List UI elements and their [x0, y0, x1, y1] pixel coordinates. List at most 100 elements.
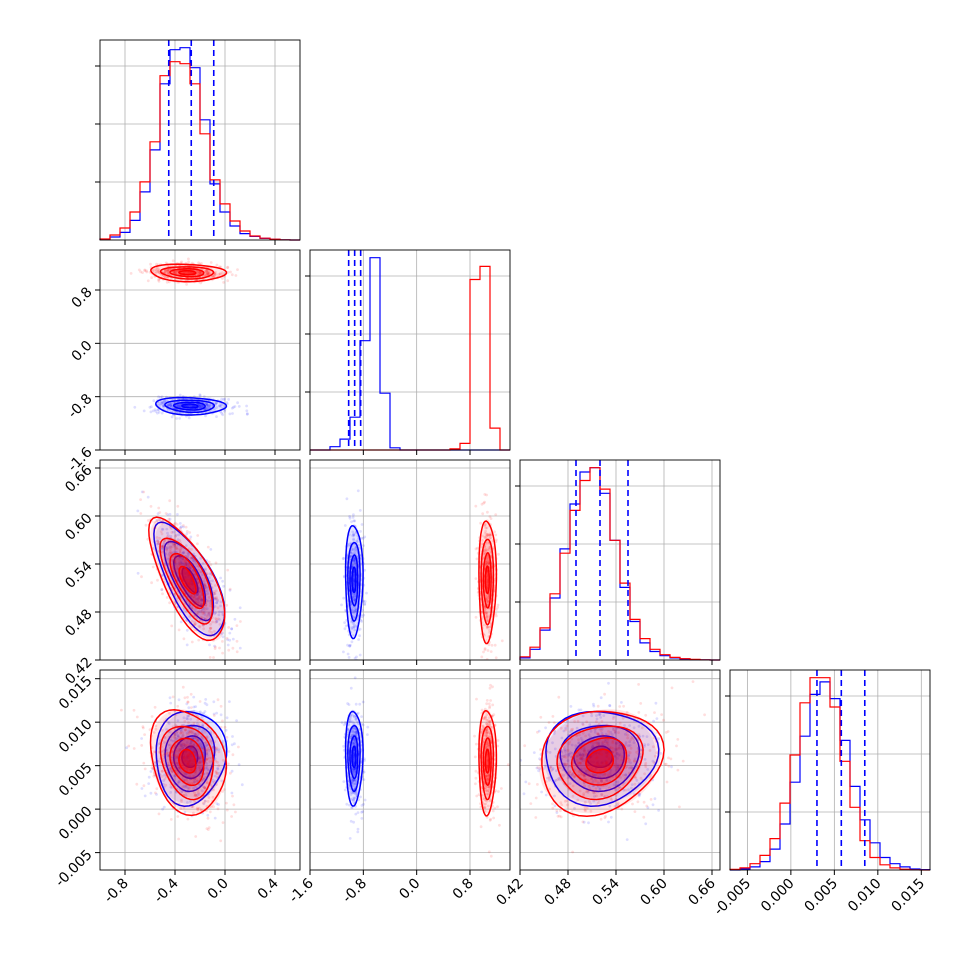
- scatter-point: [206, 272, 210, 276]
- scatter-point: [205, 403, 209, 407]
- scatter-point: [158, 511, 162, 514]
- scatter-point: [594, 741, 598, 745]
- scatter-point: [352, 559, 356, 562]
- scatter-point: [141, 725, 145, 729]
- scatter-point: [175, 769, 179, 773]
- scatter-point: [353, 796, 357, 800]
- scatter-point: [220, 610, 224, 614]
- scatter-point: [205, 735, 209, 738]
- scatter-point: [223, 725, 227, 729]
- scatter-point: [353, 559, 357, 562]
- scatter-point: [205, 404, 209, 407]
- scatter-point: [160, 411, 164, 415]
- scatter-point: [137, 268, 141, 272]
- scatter-point: [142, 409, 146, 413]
- scatter-point: [214, 561, 218, 565]
- scatter-point: [208, 404, 212, 408]
- scatter-point: [484, 529, 487, 533]
- scatter-point: [150, 766, 154, 770]
- scatter-point: [592, 799, 596, 803]
- scatter-point: [215, 401, 219, 404]
- scatter-point: [209, 622, 213, 626]
- scatter-point: [216, 807, 220, 811]
- scatter-point: [360, 523, 364, 526]
- scatter-point: [168, 743, 172, 747]
- scatter-point: [199, 272, 203, 275]
- scatter-point: [193, 793, 197, 797]
- scatter-point: [207, 747, 210, 750]
- scatter-point: [202, 777, 206, 781]
- scatter-point: [691, 680, 695, 683]
- scatter-point: [487, 720, 491, 724]
- scatter-point: [168, 601, 172, 605]
- scatter-point: [554, 755, 558, 758]
- scatter-point: [484, 799, 487, 802]
- scatter-point: [181, 763, 185, 766]
- scatter-point: [354, 733, 358, 736]
- scatter-point: [205, 748, 209, 752]
- scatter-point: [141, 726, 145, 730]
- scatter-point: [596, 732, 599, 736]
- scatter-point: [205, 269, 209, 272]
- scatter-point: [196, 598, 200, 601]
- scatter-point: [162, 546, 166, 549]
- scatter-point: [188, 566, 192, 570]
- scatter-point: [167, 722, 171, 725]
- scatter-panel: [136, 490, 242, 660]
- scatter-point: [179, 731, 183, 735]
- scatter-point: [353, 623, 356, 627]
- scatter-point: [591, 743, 595, 747]
- scatter-point: [184, 758, 188, 762]
- contour-line: [181, 745, 199, 769]
- scatter-point: [169, 525, 172, 529]
- scatter-point: [205, 403, 209, 407]
- scatter-point: [165, 548, 169, 552]
- scatter-point: [484, 608, 487, 611]
- scatter-point: [167, 280, 171, 284]
- scatter-point: [353, 519, 357, 523]
- scatter-point: [187, 564, 191, 568]
- scatter-point: [204, 603, 208, 607]
- scatter-point: [190, 548, 193, 551]
- scatter-point: [205, 586, 209, 590]
- scatter-point: [217, 771, 221, 775]
- scatter-point: [177, 403, 181, 407]
- contour-line: [586, 745, 614, 769]
- scatter-point: [220, 403, 224, 407]
- scatter-point: [588, 723, 592, 727]
- scatter-point: [361, 536, 365, 540]
- scatter-point: [192, 595, 196, 599]
- scatter-point: [353, 561, 357, 565]
- scatter-point: [165, 527, 169, 531]
- scatter-point: [184, 572, 188, 575]
- scatter-point: [599, 716, 603, 719]
- scatter-point: [178, 404, 182, 408]
- scatter-point: [166, 270, 170, 273]
- scatter-point: [480, 727, 484, 731]
- scatter-point: [185, 578, 189, 582]
- scatter-point: [626, 744, 630, 748]
- scatter-point: [231, 637, 235, 641]
- scatter-point: [605, 751, 608, 755]
- scatter-point: [657, 737, 661, 741]
- scatter-point: [198, 596, 202, 600]
- scatter-point: [624, 773, 628, 777]
- scatter-point: [205, 405, 209, 409]
- scatter-point: [195, 779, 199, 783]
- density-fill: [170, 268, 205, 277]
- scatter-point: [485, 626, 489, 630]
- scatter-point: [225, 716, 229, 720]
- scatter-point: [483, 782, 486, 786]
- scatter-point: [176, 735, 180, 739]
- contour-line: [164, 399, 216, 414]
- scatter-point: [169, 547, 172, 551]
- scatter-point: [203, 586, 207, 589]
- scatter-panel: [340, 676, 510, 858]
- axis-ticks: [309, 660, 471, 665]
- scatter-point: [236, 268, 239, 271]
- scatter-point: [196, 602, 200, 606]
- scatter-point: [201, 785, 205, 788]
- scatter-point: [182, 588, 186, 592]
- scatter-point: [614, 780, 618, 784]
- scatter-point: [350, 548, 354, 551]
